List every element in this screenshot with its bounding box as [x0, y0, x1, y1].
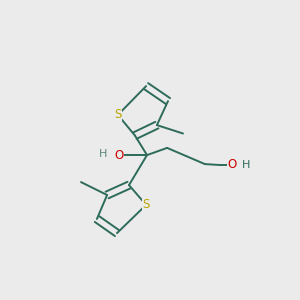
Text: O: O — [115, 148, 124, 162]
Text: H: H — [242, 160, 250, 170]
Text: H: H — [99, 148, 107, 159]
Text: S: S — [142, 198, 150, 212]
Text: O: O — [227, 158, 236, 172]
Text: S: S — [114, 108, 122, 122]
